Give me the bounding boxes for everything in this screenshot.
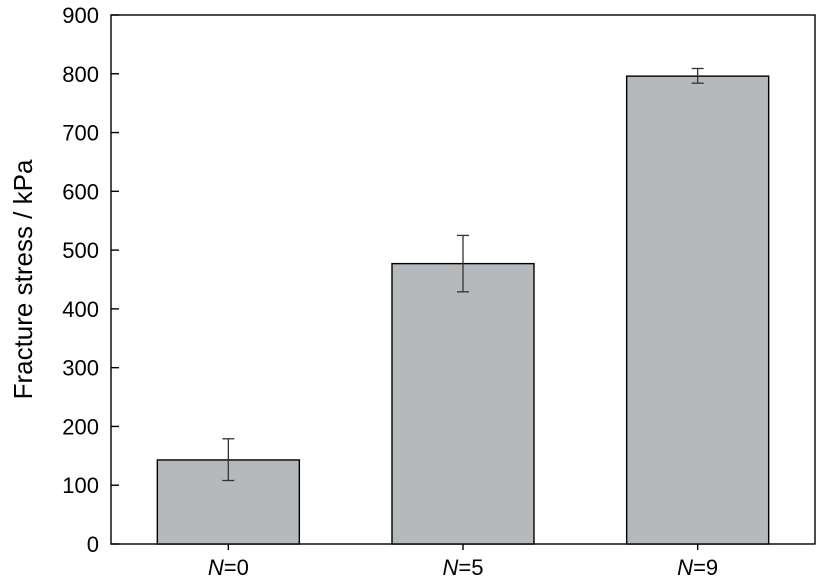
y-tick-label: 500: [62, 238, 99, 263]
x-tick-label: N=9: [677, 555, 718, 580]
y-tick-label: 0: [87, 532, 99, 557]
y-tick-label: 800: [62, 62, 99, 87]
y-tick-label: 300: [62, 356, 99, 381]
y-axis: 0 100 200 300 400 500 600 700 800 900: [62, 3, 119, 557]
y-tick-label: 900: [62, 3, 99, 28]
y-tick-label: 100: [62, 473, 99, 498]
y-tick-label: 400: [62, 297, 99, 322]
y-axis-title: Fracture stress / kPa: [8, 159, 38, 399]
y-tick-label: 700: [62, 121, 99, 146]
bar: [391, 262, 535, 545]
x-tick-label: N=5: [443, 555, 484, 580]
bar: [625, 75, 770, 545]
x-axis: N=0 N=5 N=9: [208, 544, 718, 580]
x-tick-label: N=0: [208, 555, 249, 580]
y-tick-label: 200: [62, 414, 99, 439]
bars: [156, 67, 770, 545]
error-bar: [457, 234, 469, 293]
y-tick-label: 600: [62, 179, 99, 204]
error-bar: [222, 438, 235, 482]
error-bar: [691, 67, 704, 84]
